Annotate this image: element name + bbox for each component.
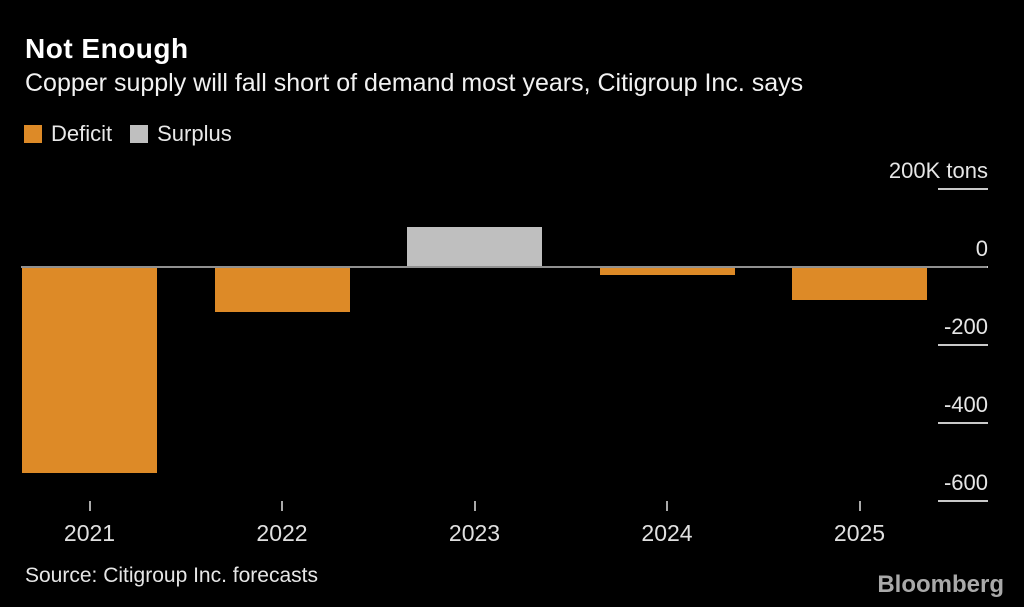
x-axis-label-2021: 2021 [63, 520, 116, 546]
zero-axis-line [21, 266, 987, 268]
bloomberg-logo: Bloomberg [877, 571, 1004, 598]
y-axis-tick-200 [938, 188, 988, 190]
bar-2023 [407, 226, 542, 266]
y-axis-tick--600 [938, 500, 988, 502]
legend-item-deficit: Deficit [24, 121, 112, 147]
x-axis-tick-2023 [473, 501, 476, 511]
x-axis-tick-2022 [281, 501, 283, 511]
y-axis-label--200: -200 [943, 314, 988, 339]
legend: Deficit Surplus [24, 121, 232, 147]
deficit-swatch-icon [24, 125, 42, 143]
x-axis-tick-2021 [88, 501, 91, 511]
bar-2025 [792, 268, 927, 300]
legend-item-surplus: Surplus [130, 121, 232, 147]
chart-subtitle: Copper supply will fall short of demand … [25, 69, 804, 97]
bar-2024 [599, 268, 735, 276]
legend-label-surplus: Surplus [157, 121, 232, 146]
y-axis-tick--400 [938, 422, 988, 424]
y-axis-label-200: 200K tons [888, 158, 988, 183]
x-axis-label-2022: 2022 [256, 520, 308, 546]
y-axis-label--400: -400 [943, 392, 988, 417]
chart-title: Not Enough [25, 33, 189, 64]
bar-2021 [22, 268, 157, 473]
source-note: Source: Citigroup Inc. forecasts [25, 564, 318, 587]
x-axis-tick-2025 [858, 501, 861, 511]
y-axis-label-0: 0 [975, 236, 988, 261]
bar-2022 [214, 268, 350, 313]
legend-label-deficit: Deficit [51, 121, 113, 146]
y-axis-tick--200 [938, 344, 988, 346]
y-axis-label--600: -600 [943, 470, 988, 495]
x-axis-label-2025: 2025 [833, 520, 886, 546]
x-axis-tick-2024 [666, 501, 668, 511]
x-axis-label-2024: 2024 [641, 520, 693, 546]
surplus-swatch-icon [130, 125, 149, 143]
x-axis-label-2023: 2023 [448, 520, 501, 546]
